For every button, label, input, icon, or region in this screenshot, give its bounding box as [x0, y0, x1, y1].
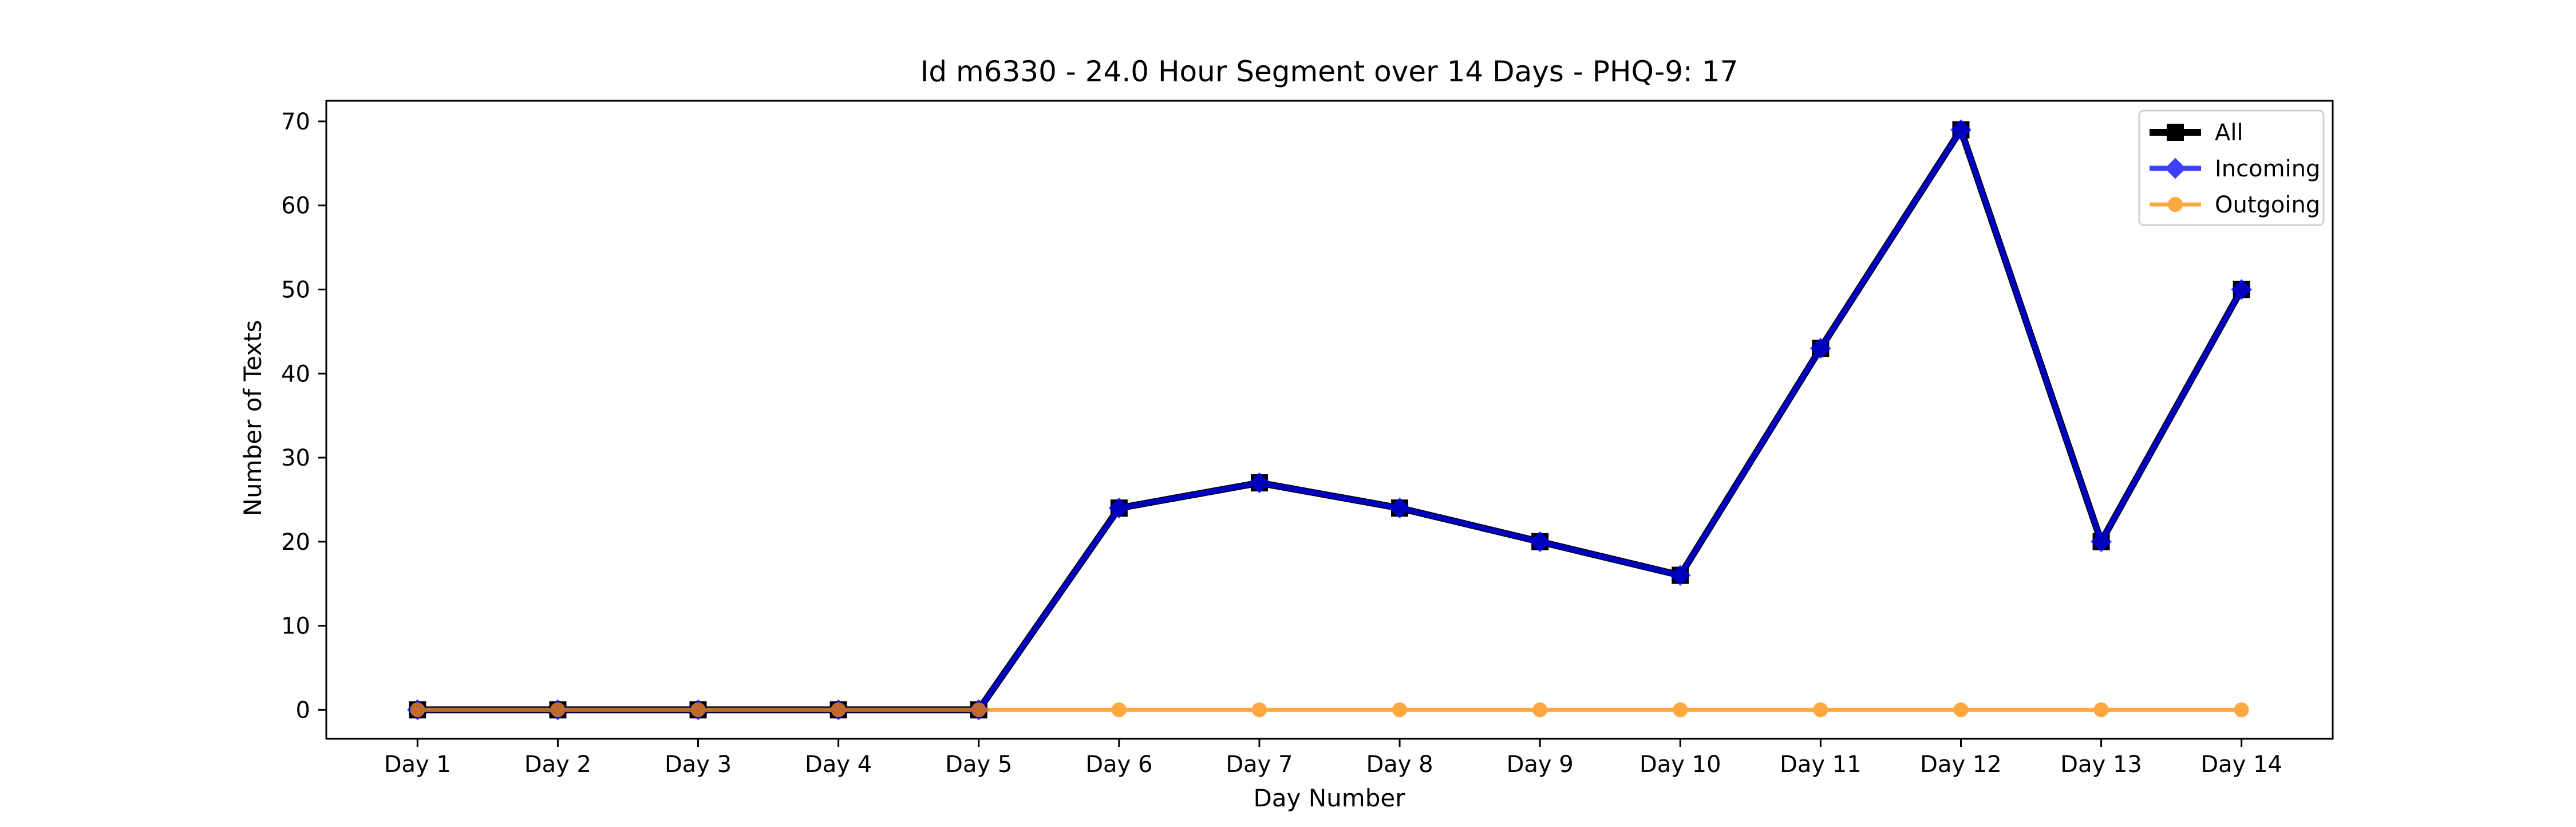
legend-swatch-marker	[2167, 124, 2184, 141]
data-point	[1673, 702, 1688, 718]
x-tick-label: Day 11	[1780, 751, 1862, 778]
legend-label: Incoming	[2215, 156, 2320, 182]
x-tick-label: Day 6	[1085, 751, 1152, 778]
x-tick-label: Day 10	[1639, 751, 1721, 778]
data-point	[1950, 119, 1971, 140]
series-2	[407, 119, 2252, 720]
y-tick-label: 10	[281, 613, 310, 640]
legend-item	[2150, 157, 2201, 179]
data-point	[1249, 472, 1270, 494]
data-point	[2091, 531, 2112, 553]
legend-swatch-marker	[2168, 197, 2183, 212]
data-point	[971, 702, 986, 718]
data-point	[2231, 279, 2252, 300]
y-tick-label: 30	[281, 445, 310, 471]
chart-title: Id m6330 - 24.0 Hour Segment over 14 Day…	[920, 55, 1739, 88]
data-point	[1532, 702, 1548, 718]
legend-swatch-marker	[2164, 157, 2186, 179]
y-tick-label: 60	[281, 193, 310, 219]
y-tick-label: 70	[281, 109, 310, 135]
data-point	[1111, 702, 1127, 718]
x-axis-label: Day Number	[1253, 784, 1405, 812]
series-3	[410, 702, 2249, 718]
series-line	[417, 127, 2244, 712]
x-tick-label: Day 7	[1226, 751, 1293, 778]
series-line	[417, 126, 2245, 714]
y-axis-label: Number of Texts	[239, 320, 267, 517]
series-1	[409, 121, 2250, 719]
data-point	[2234, 702, 2249, 718]
y-tick-label: 0	[296, 697, 310, 723]
legend-item	[2150, 197, 2201, 212]
data-point	[1108, 497, 1130, 519]
legend-label: All	[2215, 120, 2243, 146]
y-tick-label: 40	[281, 361, 310, 387]
data-point	[1813, 702, 1828, 718]
x-tick-label: Day 9	[1507, 751, 1574, 778]
legend: All Incoming Outgoing	[2138, 109, 2325, 226]
y-tick-label: 50	[281, 277, 310, 304]
data-point	[1669, 565, 1691, 586]
data-point	[831, 702, 846, 718]
x-tick-label: Day 1	[384, 751, 451, 778]
data-point	[1953, 702, 1969, 718]
x-tick-label: Day 12	[1920, 751, 2002, 778]
data-point	[1392, 702, 1408, 718]
x-tick-label: Day 2	[524, 751, 591, 778]
plot-frame	[325, 100, 2334, 740]
x-tick-label: Day 4	[805, 751, 872, 778]
x-tick-label: Day 8	[1366, 751, 1433, 778]
data-point	[1251, 702, 1267, 718]
x-tick-label: Day 13	[2060, 751, 2142, 778]
data-point	[1529, 531, 1551, 553]
x-tick-label: Day 3	[665, 751, 732, 778]
data-point	[550, 702, 566, 718]
axis-ticks: Day 1 Day 2 Day 3 Day 4 Day 5 Day 6 Day 7 Day 8…	[281, 109, 2282, 778]
data-point	[2093, 702, 2109, 718]
y-tick-label: 20	[281, 529, 310, 556]
data-point	[410, 702, 425, 718]
data-point	[1389, 497, 1411, 519]
data-point	[1810, 337, 1831, 359]
legend-label: Outgoing	[2215, 192, 2320, 218]
legend-item	[2150, 124, 2201, 141]
x-tick-label: Day 5	[945, 751, 1012, 778]
series-lines	[407, 119, 2252, 720]
x-tick-label: Day 14	[2200, 751, 2282, 778]
legend-box	[2138, 109, 2325, 226]
data-point	[690, 702, 706, 718]
